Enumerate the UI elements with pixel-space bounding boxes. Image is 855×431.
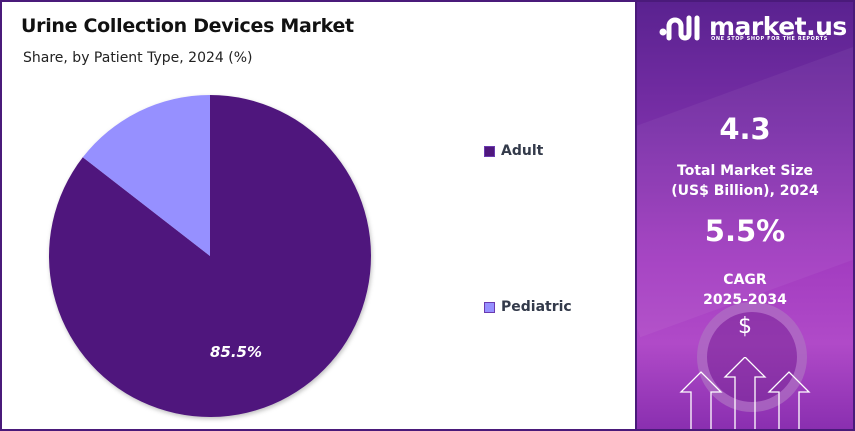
pie-slice-pediatric[interactable] — [82, 95, 210, 256]
legend-label-pediatric: Pediatric — [501, 299, 572, 315]
market-us-logo-icon — [659, 15, 700, 41]
cagr-label-line2: 2025-2034 — [703, 292, 787, 308]
brand-name: market.us — [709, 12, 847, 41]
cagr-label-line1: CAGR — [723, 272, 767, 288]
cagr-value: 5.5% — [704, 214, 786, 248]
background-cup-image — [697, 302, 807, 412]
market-size-value: 4.3 — [719, 112, 771, 146]
cagr-label: CAGR 2025-2034 — [637, 270, 853, 310]
growth-arrows-icon — [679, 357, 811, 429]
legend-item-pediatric: Pediatric — [484, 299, 572, 315]
brand-logo[interactable]: market.us — [659, 12, 847, 42]
market-size-label-line1: Total Market Size — [677, 163, 813, 179]
brand-tagline: ONE STOP SHOP FOR THE REPORTS — [711, 36, 828, 42]
pie-slice-adult[interactable] — [48, 95, 371, 417]
dollar-icon: $ — [738, 314, 752, 339]
pie-chart: 85.5% — [48, 95, 371, 417]
market-size-label-line2: (US$ Billion), 2024 — [671, 183, 819, 199]
chart-title: Urine Collection Devices Market — [21, 15, 354, 37]
adult-data-label: 85.5% — [210, 343, 262, 361]
legend-swatch-adult — [484, 145, 495, 157]
legend-item-adult: Adult — [484, 143, 543, 159]
stats-sidebar: market.us ONE STOP SHOP FOR THE REPORTS … — [635, 0, 855, 431]
market-size-label: Total Market Size (US$ Billion), 2024 — [637, 161, 853, 201]
chart-panel: Urine Collection Devices Market Share, b… — [0, 0, 637, 431]
chart-subtitle: Share, by Patient Type, 2024 (%) — [23, 50, 253, 66]
legend-swatch-pediatric — [484, 301, 495, 313]
legend-label-adult: Adult — [501, 143, 544, 159]
